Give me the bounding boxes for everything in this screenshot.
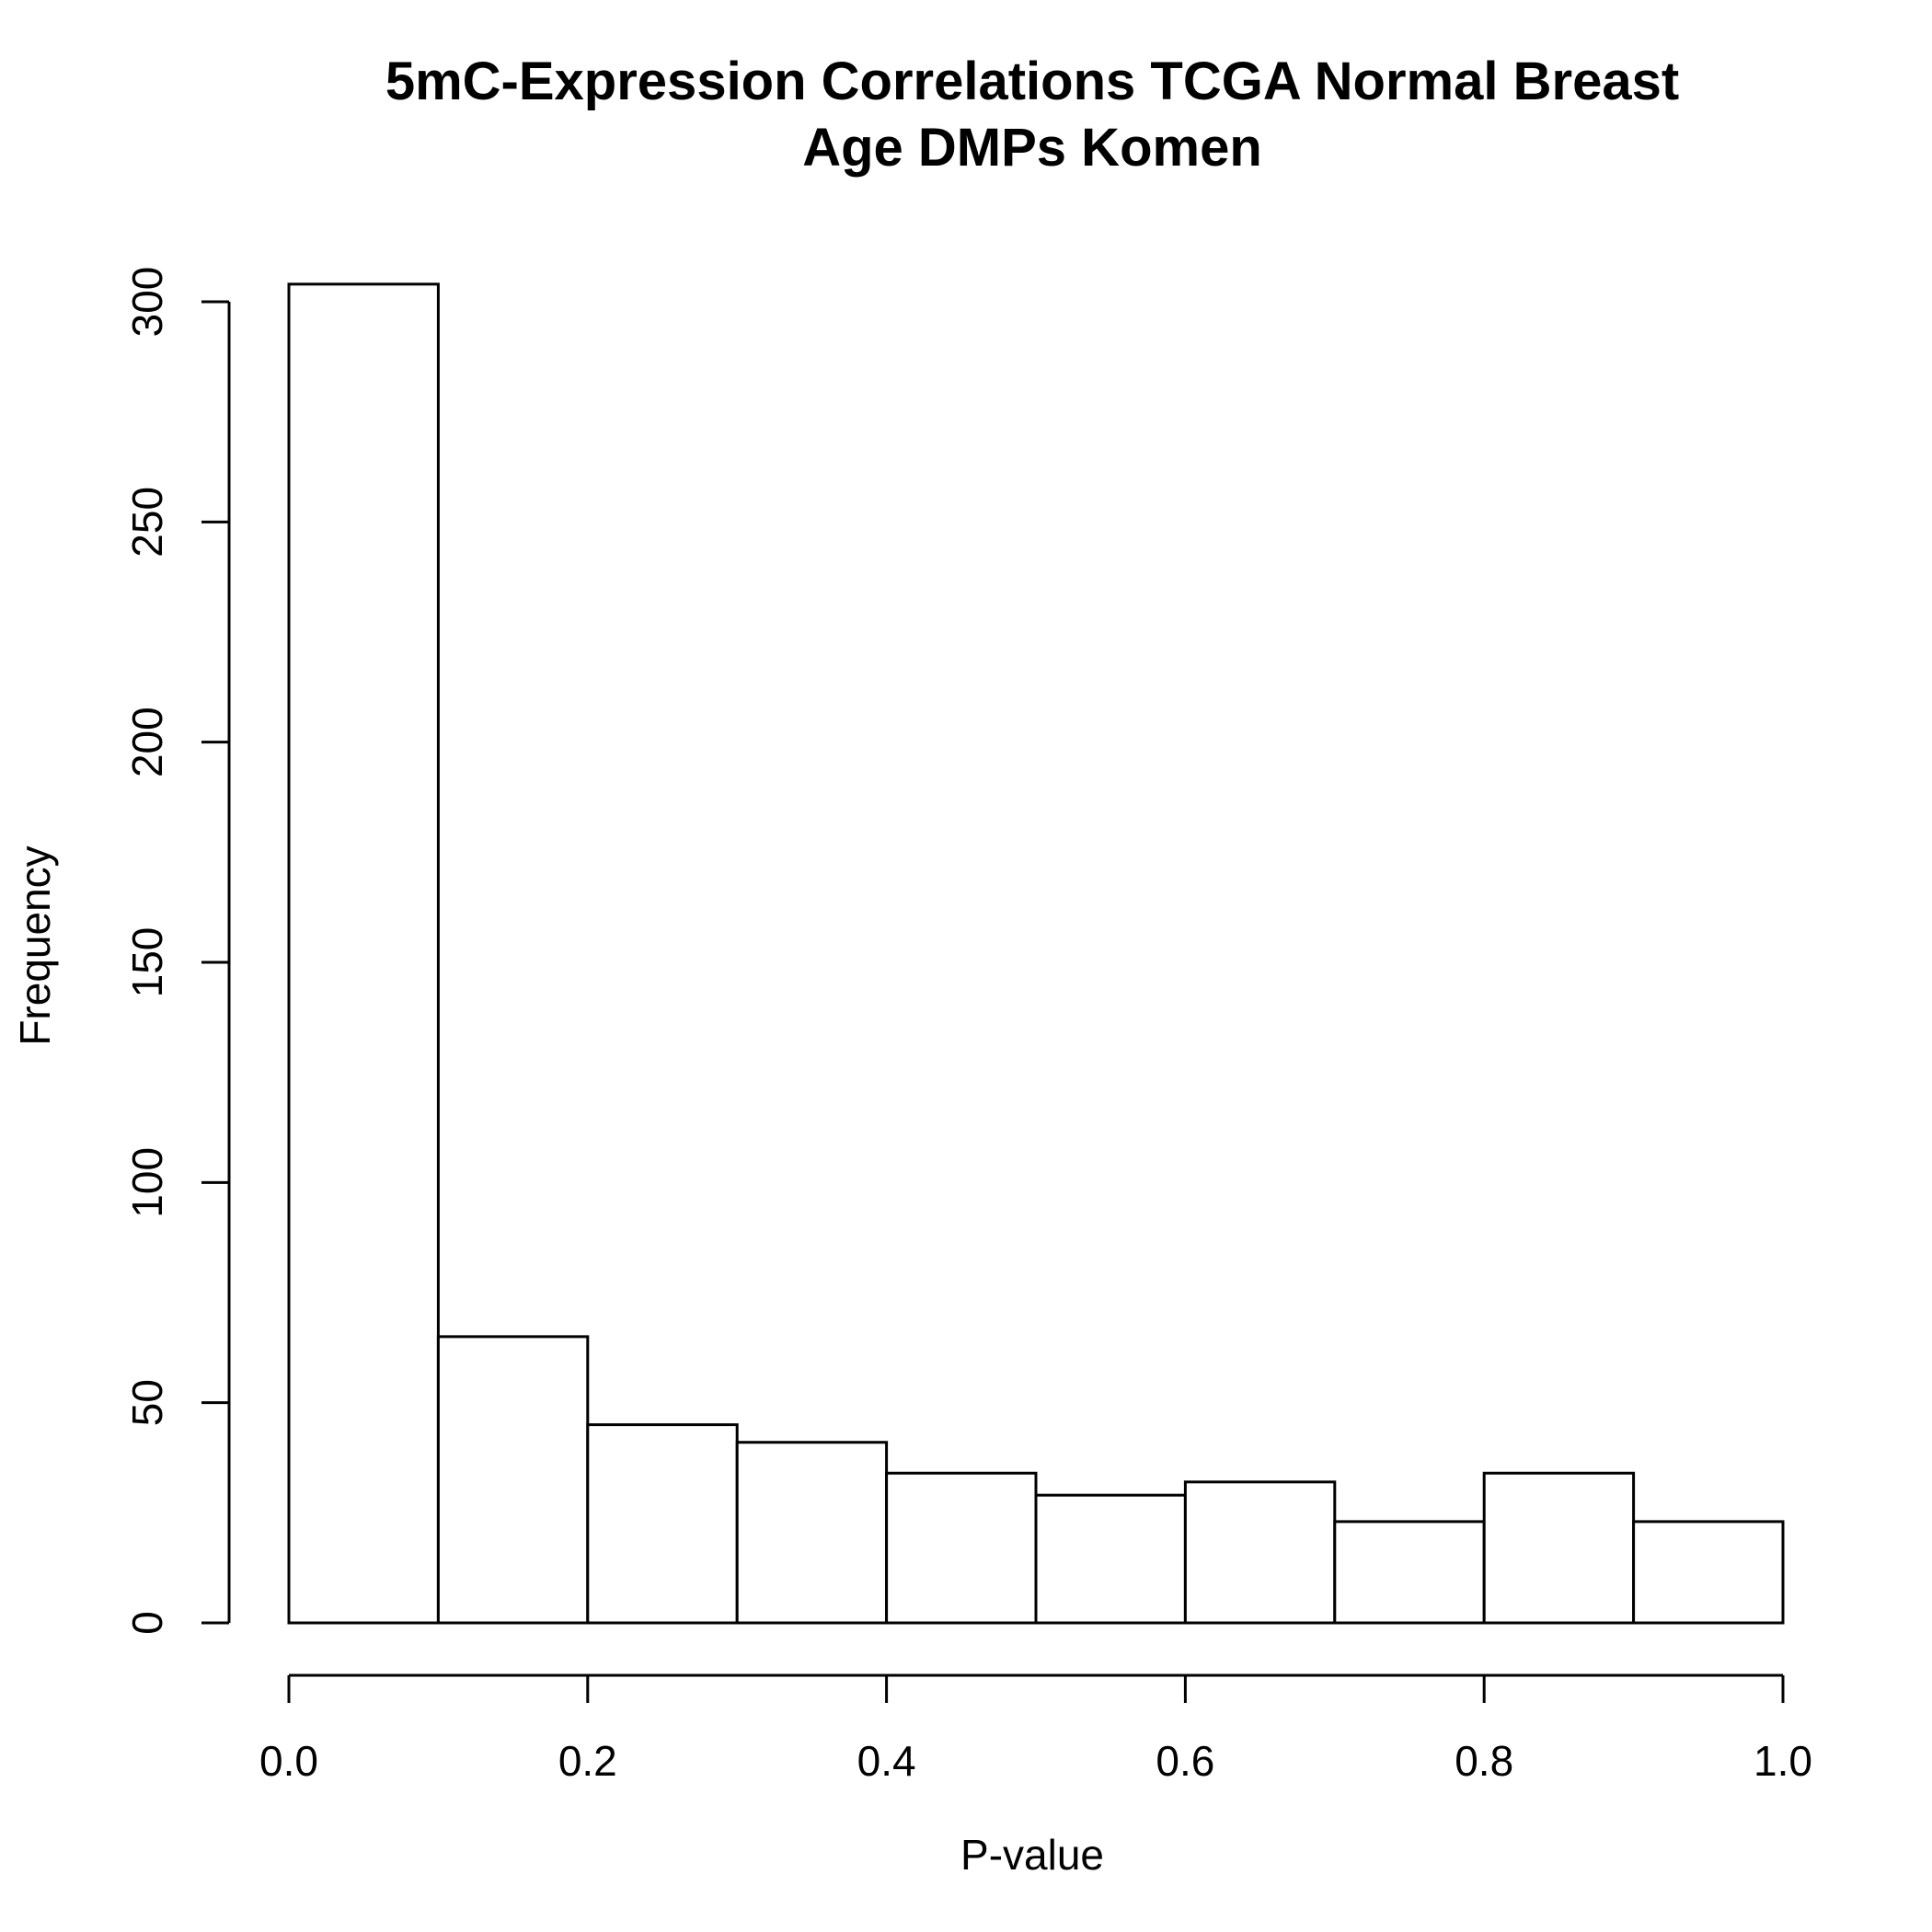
histogram-bar-8 [1482, 1471, 1636, 1625]
x-tick-label-1: 0.2 [558, 1737, 617, 1785]
y-tick-label-6: 300 [123, 267, 171, 338]
x-tick-label-4: 0.8 [1455, 1737, 1513, 1785]
histogram-bars [287, 282, 1785, 1625]
histogram-bar-4 [885, 1471, 1038, 1625]
histogram-bar-2 [586, 1423, 739, 1625]
y-tick-label-5: 250 [123, 487, 171, 558]
y-axis: 0 50 100 150 200 250 300 [123, 267, 231, 1635]
chart-title-line-1: 5mC-Expression Correlations TCGA Normal … [385, 52, 1679, 111]
histogram-bar-0 [287, 282, 440, 1625]
y-tick-label-4: 200 [123, 707, 171, 777]
histogram-bar-5 [1034, 1493, 1187, 1625]
histogram-bar-6 [1183, 1480, 1337, 1625]
x-tick-label-3: 0.6 [1156, 1737, 1214, 1785]
chart-title-line-2: Age DMPs Komen [802, 118, 1262, 178]
y-tick-label-0: 0 [123, 1611, 171, 1635]
x-tick-label-2: 0.4 [857, 1737, 916, 1785]
y-tick-label-3: 150 [123, 927, 171, 998]
x-axis: 0.0 0.2 0.4 0.6 0.8 1.0 [259, 1673, 1812, 1785]
histogram-bar-1 [436, 1335, 590, 1625]
histogram-bar-7 [1333, 1520, 1486, 1625]
y-axis-label: Frequency [11, 845, 59, 1045]
x-tick-label-0: 0.0 [259, 1737, 318, 1785]
y-tick-label-1: 50 [123, 1379, 171, 1426]
histogram-bar-3 [735, 1441, 889, 1625]
y-tick-label-2: 100 [123, 1147, 171, 1218]
chart-title: 5mC-Expression Correlations TCGA Normal … [385, 52, 1679, 178]
x-axis-label: P-value [960, 1831, 1104, 1879]
x-tick-label-5: 1.0 [1754, 1737, 1812, 1785]
histogram-bar-9 [1632, 1520, 1785, 1625]
